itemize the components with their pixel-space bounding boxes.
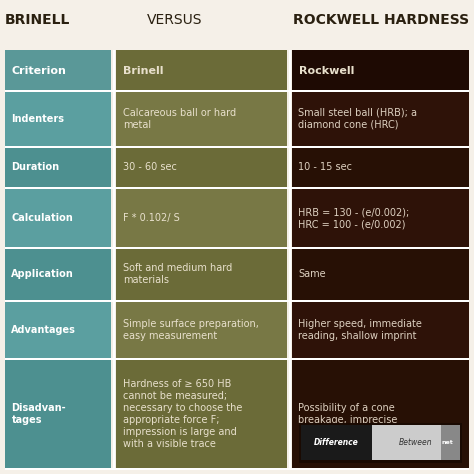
Bar xyxy=(5,187,469,189)
Bar xyxy=(5,91,469,92)
Text: Possibility of a cone
breakage, imprecise: Possibility of a cone breakage, imprecis… xyxy=(298,403,398,425)
Text: Rockwell: Rockwell xyxy=(299,65,354,75)
Text: ROCKWELL HARDNESS: ROCKWELL HARDNESS xyxy=(293,13,469,27)
Bar xyxy=(5,359,111,469)
Text: VERSUS: VERSUS xyxy=(147,13,202,27)
Bar xyxy=(292,146,469,188)
Text: Simple surface preparation,
easy measurement: Simple surface preparation, easy measure… xyxy=(123,319,259,341)
Bar xyxy=(116,301,287,359)
Bar xyxy=(116,91,287,146)
Text: Application: Application xyxy=(11,270,74,280)
Text: Higher speed, immediate
reading, shallow imprint: Higher speed, immediate reading, shallow… xyxy=(298,319,422,341)
Bar xyxy=(301,425,373,460)
Bar xyxy=(292,359,469,469)
Text: 30 - 60 sec: 30 - 60 sec xyxy=(123,162,177,173)
Bar xyxy=(292,91,469,146)
Bar xyxy=(441,425,460,460)
Bar xyxy=(116,248,287,301)
Text: Soft and medium hard
materials: Soft and medium hard materials xyxy=(123,264,232,285)
Bar xyxy=(5,248,111,301)
Bar xyxy=(289,50,291,469)
Bar xyxy=(292,188,469,248)
Text: Indenters: Indenters xyxy=(11,114,64,124)
Text: Calcareous ball or hard
metal: Calcareous ball or hard metal xyxy=(123,108,236,130)
Text: net: net xyxy=(441,440,453,445)
Text: Disadvan-
tages: Disadvan- tages xyxy=(11,403,66,425)
Text: Calculation: Calculation xyxy=(11,213,73,223)
Bar xyxy=(5,146,111,188)
Text: BRINELL: BRINELL xyxy=(5,13,70,27)
Text: Small steel ball (HRB); a
diamond cone (HRC): Small steel ball (HRB); a diamond cone (… xyxy=(298,108,417,130)
Text: Brinell: Brinell xyxy=(123,65,164,75)
Bar xyxy=(5,247,469,249)
Bar xyxy=(5,300,469,302)
Text: Between: Between xyxy=(399,438,432,447)
Bar xyxy=(299,423,462,463)
Bar xyxy=(116,359,287,469)
Bar xyxy=(5,50,111,91)
Bar xyxy=(301,425,460,460)
Bar xyxy=(5,358,469,360)
Bar xyxy=(292,50,469,91)
Text: Criterion: Criterion xyxy=(12,65,67,75)
Text: Same: Same xyxy=(298,270,326,280)
Text: Difference: Difference xyxy=(314,438,359,447)
Bar xyxy=(5,301,111,359)
Bar xyxy=(116,146,287,188)
Text: Hardness of ≥ 650 HB
cannot be measured;
necessary to choose the
appropriate for: Hardness of ≥ 650 HB cannot be measured;… xyxy=(123,379,242,449)
Text: 10 - 15 sec: 10 - 15 sec xyxy=(298,162,352,173)
Bar xyxy=(292,301,469,359)
Text: HRB = 130 - (e/0.002);
HRC = 100 - (e/0.002): HRB = 130 - (e/0.002); HRC = 100 - (e/0.… xyxy=(298,207,410,229)
Text: F * 0.102/ S: F * 0.102/ S xyxy=(123,213,180,223)
Bar xyxy=(292,248,469,301)
Text: Advantages: Advantages xyxy=(11,325,76,335)
Bar xyxy=(116,188,287,248)
Bar xyxy=(5,188,111,248)
Text: Duration: Duration xyxy=(11,162,60,173)
Bar xyxy=(5,91,111,146)
Bar xyxy=(116,50,287,91)
Bar xyxy=(5,146,469,147)
Bar xyxy=(5,468,469,470)
Bar xyxy=(113,50,115,469)
